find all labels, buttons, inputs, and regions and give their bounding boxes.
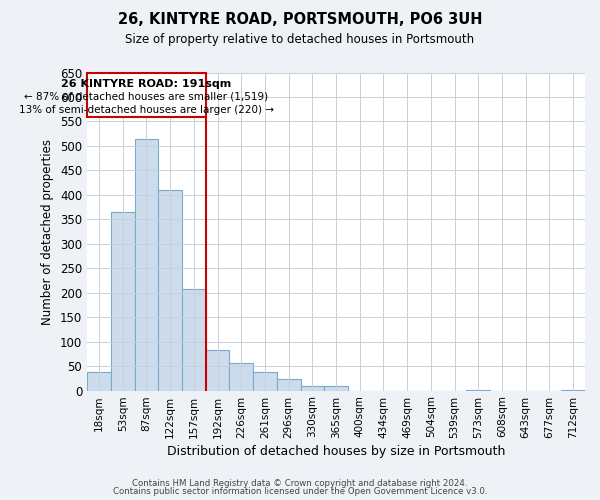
X-axis label: Distribution of detached houses by size in Portsmouth: Distribution of detached houses by size … [167,444,505,458]
Text: Size of property relative to detached houses in Portsmouth: Size of property relative to detached ho… [125,32,475,46]
Text: ← 87% of detached houses are smaller (1,519): ← 87% of detached houses are smaller (1,… [25,92,268,102]
Bar [87,372,111,390]
Bar [253,372,277,390]
Text: 26, KINTYRE ROAD, PORTSMOUTH, PO6 3UH: 26, KINTYRE ROAD, PORTSMOUTH, PO6 3UH [118,12,482,28]
Y-axis label: Number of detached properties: Number of detached properties [41,138,55,324]
Text: Contains HM Land Registry data © Crown copyright and database right 2024.: Contains HM Land Registry data © Crown c… [132,478,468,488]
Text: 13% of semi-detached houses are larger (220) →: 13% of semi-detached houses are larger (… [19,105,274,115]
Bar [111,212,134,390]
Text: 26 KINTYRE ROAD: 191sqm: 26 KINTYRE ROAD: 191sqm [61,78,232,88]
Bar [324,386,348,390]
Text: Contains public sector information licensed under the Open Government Licence v3: Contains public sector information licen… [113,487,487,496]
Bar [301,386,324,390]
Bar [134,138,158,390]
Bar [229,362,253,390]
Bar [158,190,182,390]
Bar [206,350,229,391]
Bar [277,379,301,390]
Bar [182,290,206,390]
Bar [87,72,206,117]
